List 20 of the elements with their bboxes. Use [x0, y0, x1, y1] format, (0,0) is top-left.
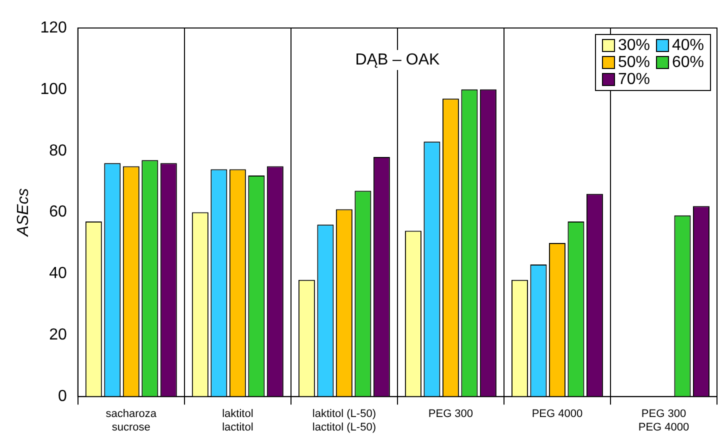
y-tick-label: 80: [49, 142, 67, 160]
x-tick-label: laktitol (L-50) lactitol (L-50): [312, 408, 376, 434]
legend-label: 30%: [618, 37, 650, 54]
x-tick-label: sacharoza sucrose: [106, 408, 158, 434]
y-tick-label: 20: [49, 326, 67, 344]
y-tick-label: 0: [58, 388, 67, 406]
y-tick-label: 60: [49, 204, 67, 221]
legend-label: 40%: [672, 37, 704, 54]
x-tick-label: PEG 300 PEG 4000: [638, 408, 690, 434]
y-tick-label: 40: [49, 265, 67, 282]
text: DĄB – OAK: [355, 51, 440, 68]
y-axis-title: ASEcs: [15, 188, 32, 238]
legend-label: 50%: [618, 54, 650, 71]
legend-label: 70%: [618, 71, 650, 88]
x-tick-label: PEG 300: [428, 408, 474, 420]
y-tick-label: 120: [40, 19, 67, 36]
legend-label: 60%: [672, 54, 704, 71]
x-tick-label: PEG 4000: [532, 408, 583, 420]
y-tick-label: 100: [40, 80, 67, 98]
x-tick-label: laktitol lactitol: [222, 408, 254, 434]
